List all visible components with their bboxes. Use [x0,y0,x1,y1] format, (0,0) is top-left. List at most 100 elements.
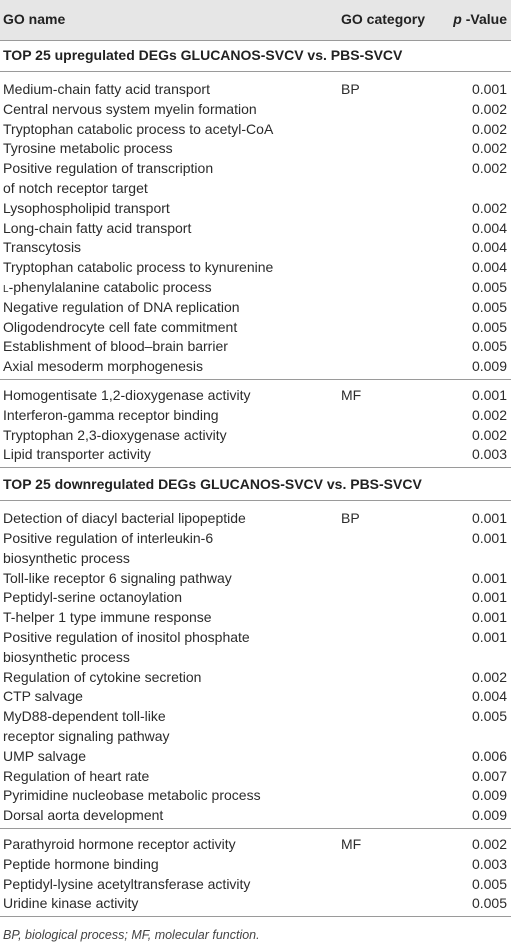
table-row: biosynthetic process [0,548,511,568]
p-value: 0.005 [471,708,507,725]
go-name: Establishment of blood–brain barrier [3,338,228,355]
go-name: receptor signaling pathway [3,728,170,744]
go-name: Dorsal aorta development [3,807,164,824]
go-name: Tryptophan 2,3-dioxygenase activity [3,426,227,443]
go-name: CTP salvage [3,688,83,705]
table-row: MyD88-dependent toll-like 0.005 [0,706,511,726]
p-value: 0.005 [471,895,507,912]
group-rule [0,379,511,380]
p-value: 0.005 [471,318,507,335]
table-row: Medium-chain fatty acid transport BP 0.001 [0,79,511,99]
table-row: biosynthetic process [0,647,511,667]
table-row: Lipid transporter activity 0.003 [0,444,511,464]
table-row: Peptidyl-lysine acetyltransferase activi… [0,874,511,894]
p-value: 0.004 [471,259,507,276]
table-row: Parathyroid hormone receptor activity MF 0… [0,834,511,854]
go-name: MyD88-dependent toll-like [3,708,166,725]
table-row: Uridine kinase activity 0.005 [0,893,511,913]
table-bottom-rule [0,916,511,918]
table-row: T-helper 1 type immune response 0.001 [0,607,511,627]
go-name: Positive regulation of interleukin-6 [3,530,214,546]
section-rule [0,71,511,72]
p-value: 0.003 [471,855,507,872]
p-value: 0.001 [471,530,507,546]
p-value: 0.007 [471,767,507,784]
table-row: Long-chain fatty acid transport 0.004 [0,218,511,238]
go-name: Peptide hormone binding [3,855,159,872]
table-row: Tryptophan catabolic process to acetyl-C… [0,119,511,139]
go-name: Detection of diacyl bacterial lipopeptid… [3,510,246,527]
p-value: 0.009 [471,358,507,375]
go-name: Peptidyl-serine octanoylation [3,589,182,606]
p-value: 0.002 [471,199,507,216]
table-row: Tryptophan 2,3-dioxygenase activity 0.002 [0,425,511,445]
go-name: Homogentisate 1,2-dioxygenase activity [3,387,251,403]
table-row: Interferon-gamma receptor binding 0.002 [0,405,511,425]
go-name: Long-chain fatty acid transport [3,219,192,236]
table-row: L-phenylalanine catabolic process 0.005 [0,277,511,297]
p-value: 0.002 [471,426,507,443]
go-name: UMP salvage [3,747,87,764]
p-value: 0.004 [471,688,507,705]
p-value: 0.001 [471,81,507,97]
go-category: MF [341,836,362,852]
table-row: Detection of diacyl bacterial lipopeptid… [0,508,511,528]
go-name: Regulation of cytokine secretion [3,668,202,685]
table-row: receptor signaling pathway [0,726,511,746]
go-name: Tryptophan catabolic process to kynureni… [3,259,274,276]
go-name: of notch receptor target [3,180,148,196]
table-row: Regulation of heart rate 0.007 [0,766,511,786]
p-value: 0.005 [471,279,507,295]
go-name: Central nervous system myelin formation [3,100,257,117]
go-name: Toll-like receptor 6 signaling pathway [3,569,232,586]
go-category: MF [341,387,362,403]
p-value: 0.005 [471,875,507,892]
section-title: TOP 25 downregulated DEGs GLUCANOS-SVCV … [3,476,422,493]
group-rule [0,828,511,829]
p-value: 0.001 [471,629,507,645]
table-row: of notch receptor target [0,178,511,198]
section-title: TOP 25 upregulated DEGs GLUCANOS-SVCV vs… [3,47,403,63]
go-name: Peptidyl-lysine acetyltransferase activi… [3,875,251,892]
p-value: 0.005 [471,338,507,355]
p-value: 0.003 [471,446,507,463]
table-header: GO name GO category p -Value [0,0,511,41]
go-name: Medium-chain fatty acid transport [3,81,210,97]
section-end-rule [0,467,511,469]
p-value: 0.002 [471,668,507,685]
go-name: Parathyroid hormone receptor activity [3,836,236,852]
go-name: biosynthetic process [3,549,130,566]
p-value: 0.009 [471,807,507,824]
go-name: Tyrosine metabolic process [3,140,173,157]
p-value: 0.002 [471,140,507,157]
table-row: Central nervous system myelin formation 0… [0,99,511,119]
header-p-value: p -Value [453,11,507,27]
p-value: 0.005 [471,298,507,315]
p-value: 0.002 [471,120,507,137]
p-value: 0.002 [471,406,507,423]
go-name: Negative regulation of DNA replication [3,298,240,315]
table-row: Positive regulation of transcription 0.00… [0,158,511,178]
table-row: Positive regulation of interleukin-6 0.00… [0,528,511,548]
go-name: Positive regulation of transcription [3,160,214,177]
table-row: Regulation of cytokine secretion 0.002 [0,667,511,687]
table-row: CTP salvage 0.004 [0,686,511,706]
p-value: 0.004 [471,219,507,236]
table-row: Transcytosis 0.004 [0,237,511,257]
table-row: Oligodendrocyte cell fate commitment 0.00… [0,317,511,337]
go-name: Lipid transporter activity [3,446,151,463]
go-name: Interferon-gamma receptor binding [3,406,219,423]
go-name: biosynthetic process [3,648,130,665]
p-value: 0.001 [471,609,507,626]
go-name: Pyrimidine nucleobase metabolic process [3,787,261,804]
table-row: Negative regulation of DNA replication 0.… [0,297,511,317]
go-name: Positive regulation of inositol phosphat… [3,629,250,645]
go-name: T-helper 1 type immune response [3,609,212,626]
section-rule [0,500,511,502]
table-row: Tryptophan catabolic process to kynureni… [0,257,511,277]
go-category: BP [341,510,360,527]
p-value: 0.001 [471,510,507,527]
table-row: Dorsal aorta development 0.009 [0,805,511,825]
p-value: 0.004 [471,239,507,256]
